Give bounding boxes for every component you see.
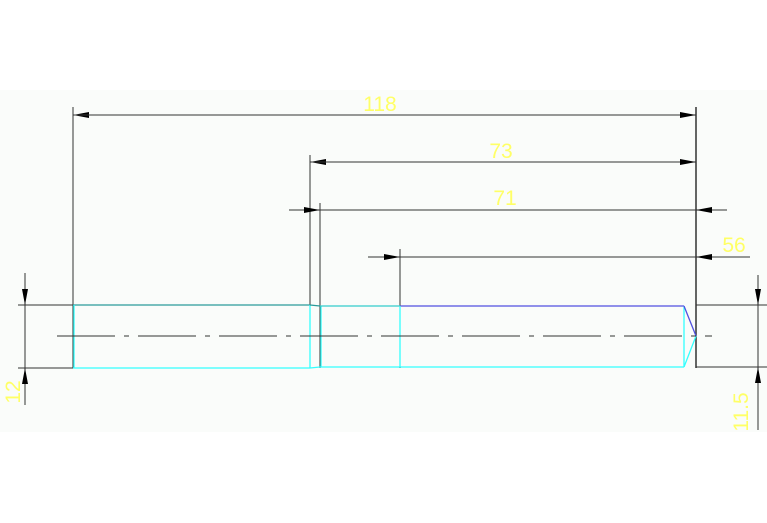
dimension-56: 56 [368, 234, 750, 260]
dimension-73: 73 [310, 140, 696, 165]
dim-text-11-5: 11.5 [730, 392, 753, 431]
dimension-12: 12 [2, 273, 28, 405]
drawing-area [0, 90, 767, 432]
dim-text-73: 73 [489, 140, 512, 163]
dim-text-71: 71 [493, 187, 516, 210]
shaft-outline [73, 304, 697, 369]
dimension-118: 118 [73, 93, 696, 118]
dim-text-56: 56 [722, 234, 745, 257]
dimension-11-5: 11.5 [730, 275, 761, 432]
dim-text-118: 118 [363, 93, 396, 116]
dimension-71: 71 [289, 187, 727, 213]
dim-text-12: 12 [2, 380, 25, 403]
